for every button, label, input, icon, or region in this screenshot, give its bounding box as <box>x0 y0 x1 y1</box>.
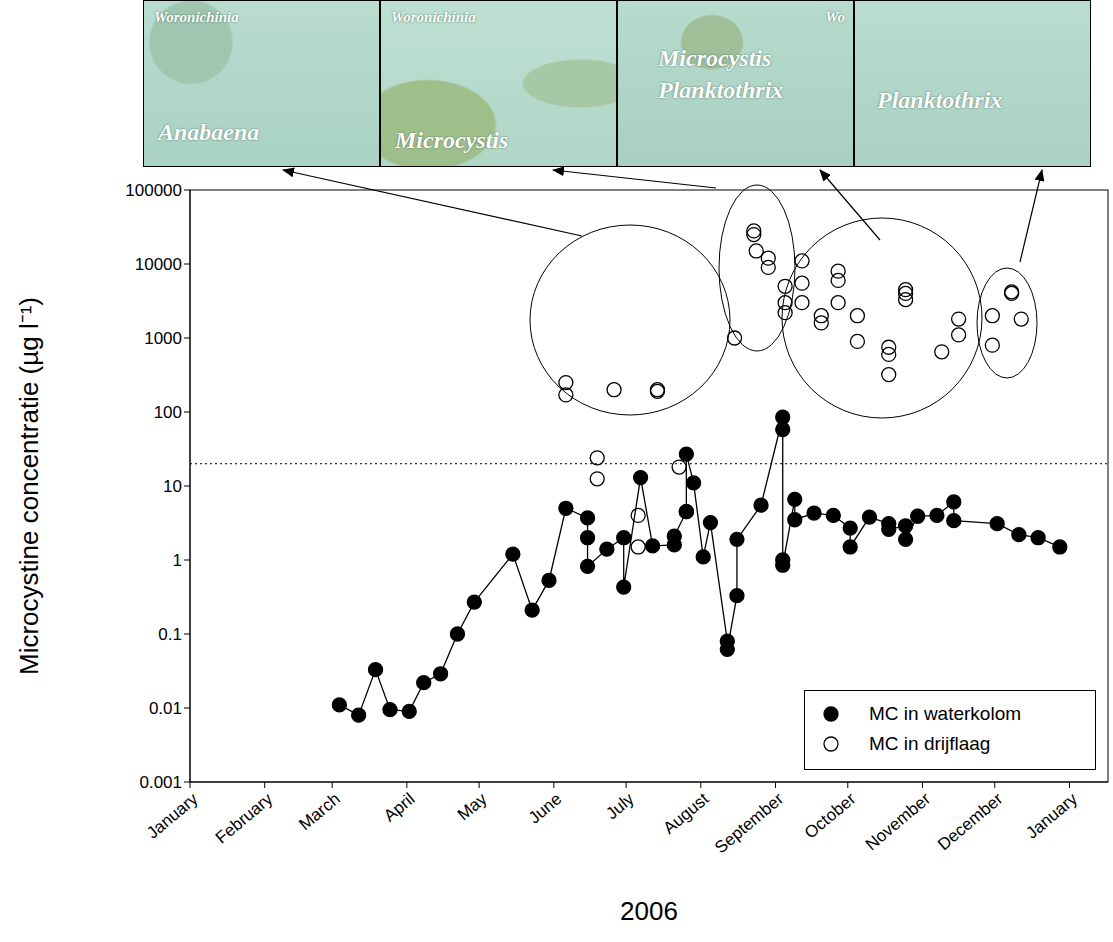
html-text:Anabaena: Anabaena <box>158 119 260 145</box>
html-text:Planktothrix: Planktothrix <box>658 77 784 103</box>
svg-text:2006: 2006 <box>620 896 678 926</box>
svg-text:December: December <box>934 789 1007 854</box>
html-text:MC in waterkolom: MC in waterkolom <box>869 703 1021 724</box>
svg-text:100: 100 <box>154 403 182 422</box>
svg-text:100000: 100000 <box>125 181 182 200</box>
svg-text:May: May <box>454 789 491 825</box>
html-text:MC in drijflaag: MC in drijflaag <box>869 733 991 754</box>
svg-text:March: March <box>295 789 343 834</box>
svg-text:January: January <box>1022 789 1081 843</box>
svg-text:November: November <box>862 789 935 854</box>
svg-text:October: October <box>801 789 860 843</box>
svg-text:0.1: 0.1 <box>158 625 182 644</box>
svg-text:April: April <box>380 789 418 825</box>
svg-text:0.001: 0.001 <box>139 773 182 792</box>
html-text:Woronichinia: Woronichinia <box>154 9 239 25</box>
svg-text:10000: 10000 <box>135 255 182 274</box>
svg-text:0.01: 0.01 <box>149 699 182 718</box>
svg-text:September: September <box>711 789 787 857</box>
svg-text:Microcystine concentratie (µg: Microcystine concentratie (µg l⁻¹) <box>14 297 44 675</box>
html-text:Woronichinia: Woronichinia <box>391 9 476 25</box>
svg-text:June: June <box>525 789 565 827</box>
svg-text:10: 10 <box>163 477 182 496</box>
html-text:Microcystis: Microcystis <box>395 127 509 153</box>
svg-text:August: August <box>660 789 713 838</box>
html-text:Microcystis: Microcystis <box>658 45 772 71</box>
svg-text:February: February <box>212 789 277 848</box>
html-text:Wo: Wo <box>825 9 845 25</box>
html-text:Planktothrix: Planktothrix <box>877 87 1003 113</box>
svg-text:January: January <box>143 789 202 843</box>
svg-text:1000: 1000 <box>144 329 182 348</box>
svg-text:1: 1 <box>173 551 182 570</box>
svg-text:July: July <box>602 789 638 823</box>
